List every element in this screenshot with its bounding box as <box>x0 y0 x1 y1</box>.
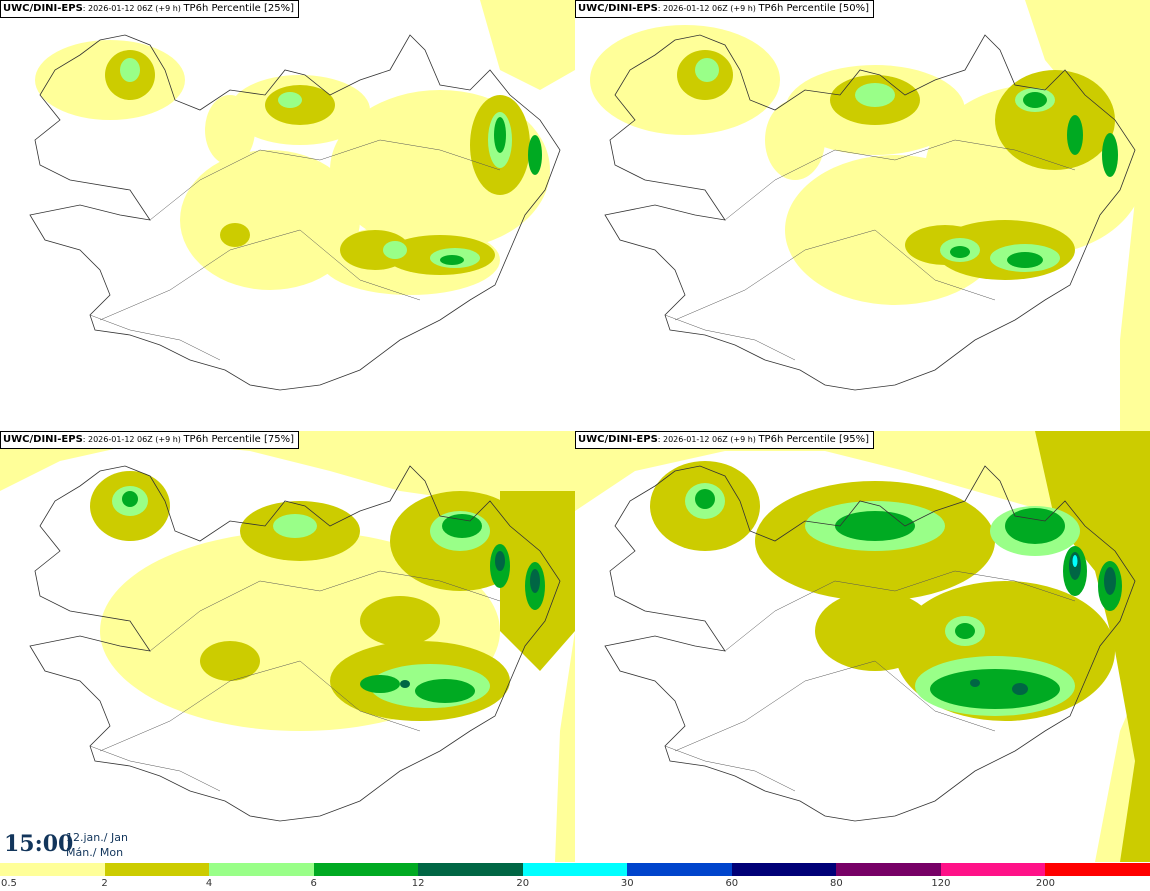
valid-time-box: 15:00 12.jan./ Jan Mán./ Mon <box>0 825 134 863</box>
legend-swatch <box>627 863 733 876</box>
legend-tick-label: 0.5 <box>1 878 17 889</box>
panel-header: UWC/DINI-EPS: 2026-01-12 06Z (+9 h) TP6h… <box>0 431 299 449</box>
legend-swatch <box>1045 863 1150 876</box>
legend-tick-label: 80 <box>829 878 843 889</box>
color-legend: 0.5 2 4 6 12 20 30 60 80 120 200 <box>0 863 1150 891</box>
run-time: : 2026-01-12 06Z (+9 h) <box>82 435 184 444</box>
precip-map-95 <box>575 431 1150 862</box>
legend-swatch <box>104 863 211 876</box>
legend-swatch <box>522 863 629 876</box>
panel-header: UWC/DINI-EPS: 2026-01-12 06Z (+9 h) TP6h… <box>575 431 874 449</box>
legend-swatch <box>940 863 1047 876</box>
legend-tick-label: 6 <box>310 878 317 889</box>
legend-swatch <box>836 863 942 876</box>
legend-bar <box>0 863 1150 876</box>
legend-tick-label: 30 <box>620 878 634 889</box>
valid-day: Mán./ Mon <box>66 846 124 859</box>
legend-swatch <box>209 863 315 876</box>
panel-header: UWC/DINI-EPS: 2026-01-12 06Z (+9 h) TP6h… <box>0 0 299 18</box>
legend-tick-label: 20 <box>516 878 530 889</box>
legend-tick-label: 12 <box>411 878 425 889</box>
legend-tick-label: 4 <box>205 878 213 889</box>
valid-time-clock: 15:00 <box>4 831 74 857</box>
model-source: UWC/DINI-EPS <box>3 434 83 445</box>
run-time: : 2026-01-12 06Z (+9 h) <box>82 4 184 13</box>
panel-parameter: TP6h Percentile [50%] <box>758 3 869 14</box>
legend-tick-label: 200 <box>1035 878 1055 889</box>
legend-swatch <box>313 863 420 876</box>
legend-tick-label: 120 <box>931 878 951 889</box>
legend-swatch <box>731 863 838 876</box>
panel-header: UWC/DINI-EPS: 2026-01-12 06Z (+9 h) TP6h… <box>575 0 874 18</box>
panel-parameter: TP6h Percentile [25%] <box>183 3 294 14</box>
map-panel-25: UWC/DINI-EPS: 2026-01-12 06Z (+9 h) TP6h… <box>0 0 575 431</box>
valid-date: 12.jan./ Jan <box>66 831 128 844</box>
legend-tick-label: 2 <box>101 878 108 889</box>
model-source: UWC/DINI-EPS <box>3 3 83 14</box>
precip-map-75 <box>0 431 575 862</box>
precip-map-50 <box>590 0 1150 431</box>
panel-parameter: TP6h Percentile [75%] <box>183 434 294 445</box>
model-source: UWC/DINI-EPS <box>578 434 658 445</box>
run-time: : 2026-01-12 06Z (+9 h) <box>657 435 759 444</box>
map-panel-50: UWC/DINI-EPS: 2026-01-12 06Z (+9 h) TP6h… <box>575 0 1150 431</box>
legend-swatch <box>418 863 524 876</box>
precip-map-25 <box>29 0 575 391</box>
map-panel-95: UWC/DINI-EPS: 2026-01-12 06Z (+9 h) TP6h… <box>575 431 1150 862</box>
legend-swatch <box>0 863 106 876</box>
run-time: : 2026-01-12 06Z (+9 h) <box>657 4 759 13</box>
map-panel-75: UWC/DINI-EPS: 2026-01-12 06Z (+9 h) TP6h… <box>0 431 575 862</box>
model-source: UWC/DINI-EPS <box>578 3 658 14</box>
legend-tick-label: 60 <box>725 878 739 889</box>
panel-parameter: TP6h Percentile [95%] <box>758 434 869 445</box>
